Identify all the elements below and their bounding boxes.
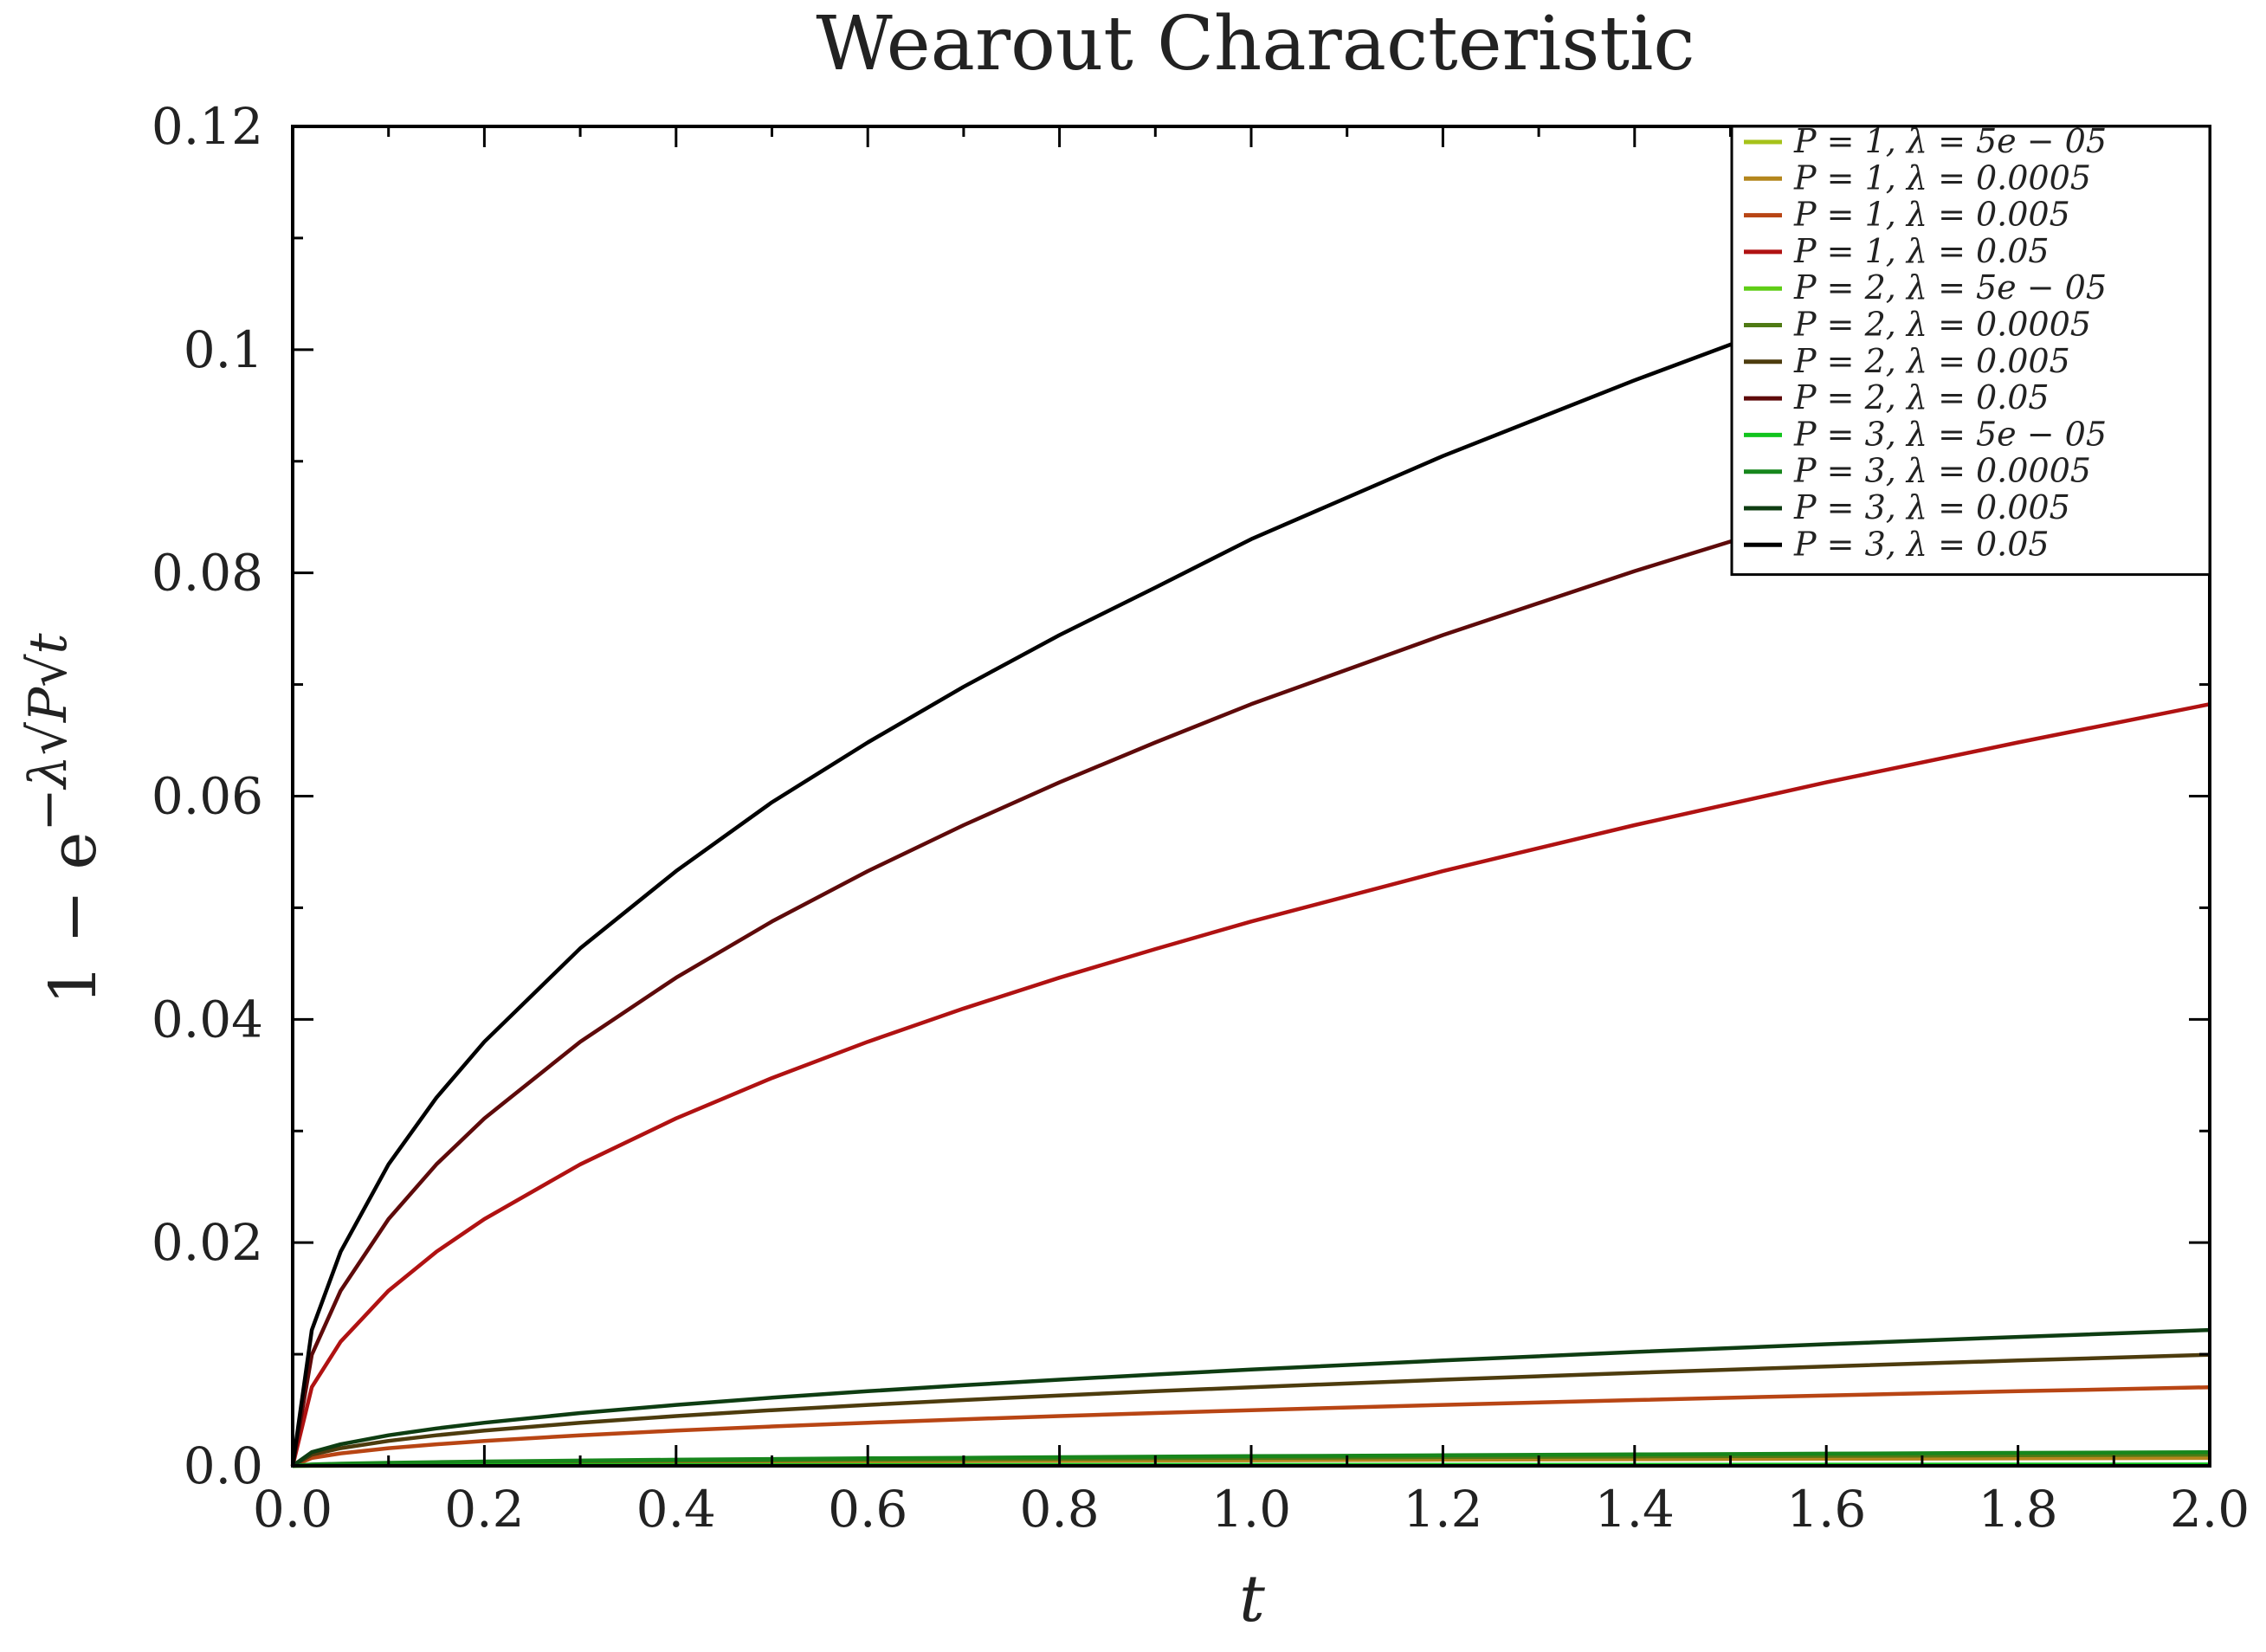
chart-title: Wearout Characteristic (816, 1, 1695, 87)
x-axis: 0.0 0.2 0.4 0.6 0.8 1.0 1.2 1.4 1.6 1.8 2.0 (253, 126, 2250, 1539)
y-tick-label: 0.04 (152, 990, 263, 1049)
y-tick-label: 0.0 (184, 1436, 263, 1495)
y-axis-label-exponent: −λ√P√t (18, 633, 79, 832)
y-tick-label: 0.08 (152, 544, 263, 603)
legend-label: P = 1, λ = 0.0005 (1793, 158, 2091, 197)
series-line-8 (290, 402, 2211, 1467)
legend-label: P = 3, λ = 5e − 05 (1793, 415, 2107, 453)
legend-label: P = 1, λ = 0.05 (1793, 232, 2050, 270)
y-tick-label: 0.12 (152, 97, 263, 156)
x-tick-label: 0.0 (253, 1480, 332, 1539)
x-tick-label: 0.4 (636, 1480, 716, 1539)
legend-box (1730, 125, 2211, 577)
x-tick-label: 2.0 (2170, 1480, 2250, 1539)
x-tick-label: 1.6 (1786, 1480, 1866, 1539)
legend-label: P = 2, λ = 0.05 (1793, 378, 2050, 416)
legend-label: P = 3, λ = 0.05 (1793, 525, 2050, 563)
series-line-11 (291, 1327, 2211, 1468)
svg-text:1 − e−λ√P√t: 1 − e−λ√P√t (18, 633, 111, 1005)
series-line-4 (290, 702, 2211, 1467)
y-tick-label: 0.06 (152, 767, 263, 826)
y-axis: 0.0 0.02 0.04 0.06 0.08 0.1 0.12 (152, 97, 2210, 1495)
x-axis-label: t (1239, 1562, 1265, 1636)
legend-label: P = 2, λ = 0.005 (1793, 342, 2070, 380)
y-tick-label: 0.02 (152, 1213, 263, 1272)
y-axis-label: 1 − e−λ√P√t (18, 633, 111, 1005)
x-tick-label: 0.6 (828, 1480, 907, 1539)
legend-label: P = 3, λ = 0.005 (1793, 488, 2070, 526)
legend-label: P = 3, λ = 0.0005 (1793, 452, 2091, 490)
y-axis-label-main: 1 − e (36, 832, 111, 1005)
legend-label: P = 2, λ = 5e − 05 (1793, 268, 2107, 307)
x-tick-label: 0.8 (1019, 1480, 1099, 1539)
y-tick-label: 0.1 (184, 320, 263, 379)
legend-label: P = 2, λ = 0.0005 (1793, 306, 2091, 344)
x-tick-label: 1.2 (1403, 1480, 1482, 1539)
x-tick-label: 1.4 (1595, 1480, 1675, 1539)
legend-label: P = 1, λ = 5e − 05 (1793, 122, 2107, 160)
series-line-12 (290, 178, 2211, 1467)
x-tick-label: 0.2 (444, 1480, 524, 1539)
series-line-3 (292, 1384, 2211, 1468)
x-tick-label: 1.0 (1211, 1480, 1291, 1539)
series-line-7 (291, 1352, 2211, 1468)
legend-label: P = 1, λ = 0.005 (1793, 196, 2070, 234)
x-tick-label: 1.8 (1978, 1480, 2057, 1539)
